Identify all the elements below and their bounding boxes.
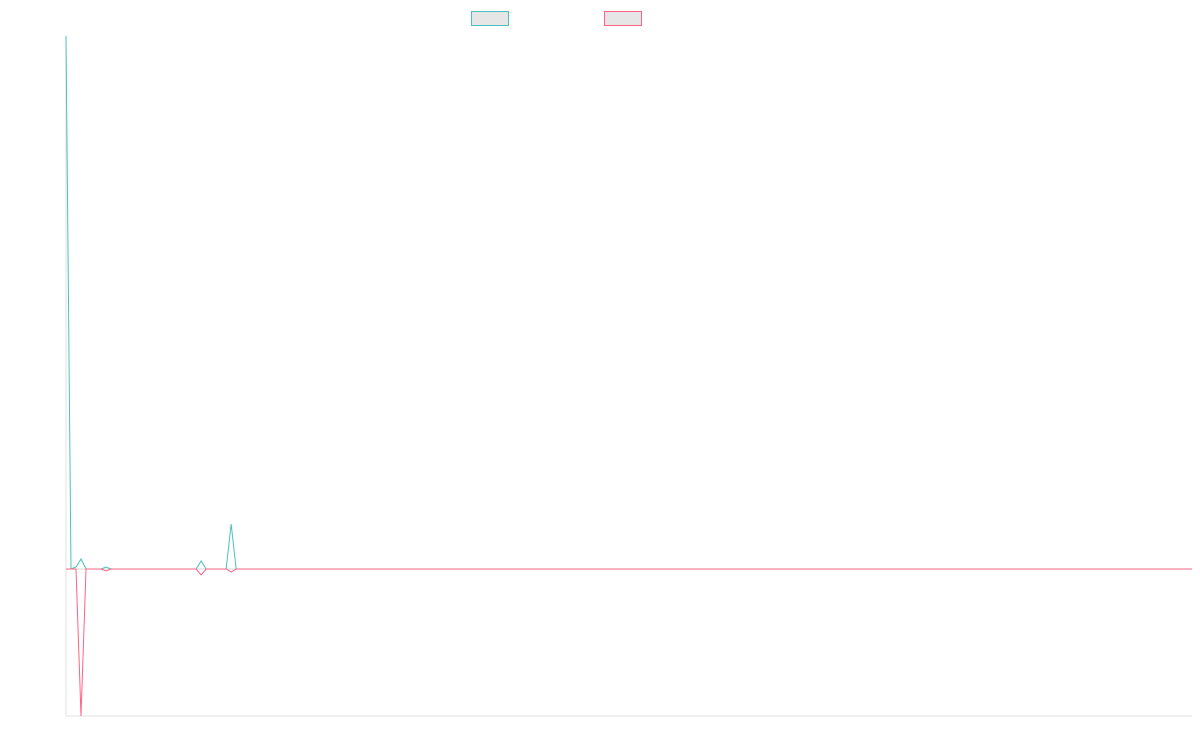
legend-item-series-2[interactable]	[604, 9, 642, 27]
legend-item-series-1[interactable]	[471, 9, 509, 27]
series-layer	[65, 35, 1192, 717]
legend-swatch-series-1	[471, 10, 509, 26]
series-line-1	[65, 35, 1192, 570]
series-line-2	[66, 568, 1192, 717]
legend	[0, 9, 1200, 27]
legend-swatch-series-2	[604, 10, 642, 26]
